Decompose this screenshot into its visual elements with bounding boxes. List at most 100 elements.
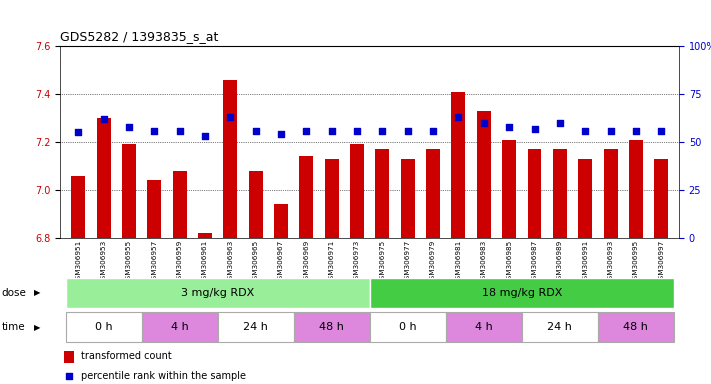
Bar [502, 140, 516, 238]
Bar [654, 159, 668, 238]
Point [503, 124, 515, 130]
Point [98, 116, 109, 122]
FancyBboxPatch shape [141, 312, 218, 343]
Text: GSM306975: GSM306975 [380, 240, 385, 284]
Bar [629, 140, 643, 238]
Text: 4 h: 4 h [475, 322, 493, 333]
Text: dose: dose [1, 288, 26, 298]
Point [250, 127, 262, 134]
Text: 24 h: 24 h [243, 322, 268, 333]
Point [529, 126, 540, 132]
Text: GSM306961: GSM306961 [202, 240, 208, 284]
Text: GSM306977: GSM306977 [405, 240, 411, 284]
Point [174, 127, 186, 134]
Text: ▶: ▶ [34, 323, 41, 332]
Bar [350, 144, 364, 238]
Bar [274, 204, 288, 238]
Bar [426, 149, 440, 238]
Bar [147, 180, 161, 238]
Text: 18 mg/kg RDX: 18 mg/kg RDX [481, 288, 562, 298]
Text: GSM306963: GSM306963 [228, 240, 233, 284]
Bar [604, 149, 618, 238]
FancyBboxPatch shape [446, 312, 522, 343]
Text: GSM306955: GSM306955 [126, 240, 132, 284]
Point [630, 127, 641, 134]
Point [301, 127, 312, 134]
Text: 0 h: 0 h [399, 322, 417, 333]
Bar [223, 79, 237, 238]
Point [123, 124, 134, 130]
FancyBboxPatch shape [370, 278, 674, 308]
Text: 48 h: 48 h [319, 322, 344, 333]
Text: time: time [1, 322, 25, 333]
FancyBboxPatch shape [65, 278, 370, 308]
Text: 24 h: 24 h [547, 322, 572, 333]
Text: ▶: ▶ [34, 288, 41, 297]
Point [275, 131, 287, 137]
Text: GSM306953: GSM306953 [100, 240, 107, 284]
Point [351, 127, 363, 134]
Point [656, 127, 667, 134]
Text: GSM306981: GSM306981 [456, 240, 461, 284]
Point [225, 114, 236, 120]
Point [377, 127, 388, 134]
Bar [299, 157, 314, 238]
Text: GSM306993: GSM306993 [608, 240, 614, 284]
Text: GSM306991: GSM306991 [582, 240, 588, 284]
Bar [325, 159, 338, 238]
Text: GSM306971: GSM306971 [328, 240, 335, 284]
Text: 3 mg/kg RDX: 3 mg/kg RDX [181, 288, 255, 298]
Point [402, 127, 413, 134]
Bar [375, 149, 390, 238]
Text: GSM306985: GSM306985 [506, 240, 512, 284]
Point [478, 120, 489, 126]
Text: GSM306965: GSM306965 [252, 240, 259, 284]
FancyBboxPatch shape [522, 312, 598, 343]
Bar [97, 118, 110, 238]
Text: GSM306979: GSM306979 [430, 240, 436, 284]
Point [554, 120, 565, 126]
Text: GSM306987: GSM306987 [532, 240, 538, 284]
FancyBboxPatch shape [370, 312, 446, 343]
Bar [528, 149, 542, 238]
FancyBboxPatch shape [65, 312, 141, 343]
Point [199, 133, 210, 139]
Text: 48 h: 48 h [624, 322, 648, 333]
Text: GSM306969: GSM306969 [304, 240, 309, 284]
Text: GSM306989: GSM306989 [557, 240, 563, 284]
Text: 4 h: 4 h [171, 322, 188, 333]
Bar [63, 351, 75, 363]
Text: GDS5282 / 1393835_s_at: GDS5282 / 1393835_s_at [60, 30, 219, 43]
Bar [198, 233, 212, 238]
Point [149, 127, 160, 134]
Text: percentile rank within the sample: percentile rank within the sample [80, 371, 245, 381]
FancyBboxPatch shape [294, 312, 370, 343]
Bar [578, 159, 592, 238]
Point [427, 127, 439, 134]
Bar [477, 111, 491, 238]
Text: GSM306959: GSM306959 [176, 240, 183, 284]
FancyBboxPatch shape [598, 312, 674, 343]
Point [73, 129, 84, 136]
Text: GSM306967: GSM306967 [278, 240, 284, 284]
Text: transformed count: transformed count [80, 351, 171, 361]
Text: GSM306983: GSM306983 [481, 240, 487, 284]
Bar [122, 144, 136, 238]
Text: GSM306997: GSM306997 [658, 240, 664, 284]
Point [605, 127, 616, 134]
Text: GSM306995: GSM306995 [633, 240, 639, 284]
Text: GSM306973: GSM306973 [354, 240, 360, 284]
Bar [249, 171, 262, 238]
FancyBboxPatch shape [218, 312, 294, 343]
Bar [553, 149, 567, 238]
Text: GSM306951: GSM306951 [75, 240, 81, 284]
Point [579, 127, 591, 134]
Point [453, 114, 464, 120]
Bar [173, 171, 186, 238]
Bar [451, 92, 466, 238]
Point [326, 127, 338, 134]
Bar [71, 175, 85, 238]
Point [285, 285, 296, 291]
Text: GSM306957: GSM306957 [151, 240, 157, 284]
Bar [401, 159, 415, 238]
